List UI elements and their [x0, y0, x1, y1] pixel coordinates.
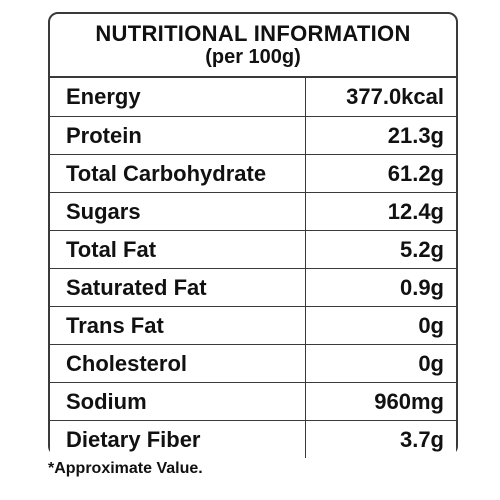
table-row: Sugars 12.4g — [50, 192, 456, 230]
nutrient-value: 5.2g — [399, 236, 444, 262]
footnote: *Approximate Value. — [48, 460, 203, 477]
nutrient-label: Dietary Fiber — [66, 421, 306, 458]
nutrient-label: Protein — [66, 117, 306, 154]
table-row: Saturated Fat 0.9g — [50, 268, 456, 306]
nutrient-label: Trans Fat — [66, 307, 306, 344]
nutrient-value: 21.3g — [387, 122, 444, 148]
table-row: Total Carbohydrate 61.2g — [50, 154, 456, 192]
table-row: Trans Fat 0g — [50, 306, 456, 344]
nutrient-value: 0g — [418, 350, 444, 376]
nutrient-label: Total Carbohydrate — [66, 155, 306, 192]
nutrient-label: Saturated Fat — [66, 269, 306, 306]
nutrition-subtitle: (per 100g) — [205, 46, 301, 68]
nutrient-label: Sugars — [66, 193, 306, 230]
nutrient-label: Sodium — [66, 383, 306, 420]
table-row: Cholesterol 0g — [50, 344, 456, 382]
nutrient-value: 0.9g — [399, 274, 444, 300]
nutrition-title: NUTRITIONAL INFORMATION — [95, 21, 411, 46]
nutrient-label: Total Fat — [66, 231, 306, 268]
nutrient-label: Energy — [66, 78, 306, 116]
nutrition-header: NUTRITIONAL INFORMATION (per 100g) — [50, 14, 456, 78]
nutrient-value: 0g — [418, 312, 444, 338]
nutrition-table: Energy 377.0kcal Protein 21.3g Total Car… — [50, 78, 456, 458]
nutrient-value: 960mg — [374, 388, 444, 414]
table-row: Dietary Fiber 3.7g — [50, 420, 456, 458]
nutrition-facts-panel: NUTRITIONAL INFORMATION (per 100g) Energ… — [48, 12, 458, 458]
table-row: Total Fat 5.2g — [50, 230, 456, 268]
nutrient-value: 12.4g — [387, 198, 444, 224]
nutrient-label: Cholesterol — [66, 345, 306, 382]
nutrient-value: 3.7g — [399, 426, 444, 452]
table-row: Energy 377.0kcal — [50, 78, 456, 116]
table-row: Protein 21.3g — [50, 116, 456, 154]
nutrient-value: 377.0kcal — [346, 84, 444, 109]
nutrient-value: 61.2g — [387, 160, 444, 186]
table-row: Sodium 960mg — [50, 382, 456, 420]
